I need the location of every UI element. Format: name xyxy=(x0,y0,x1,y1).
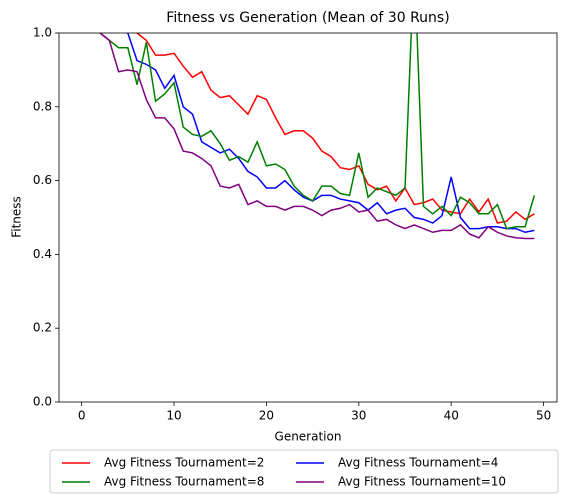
plot-frame xyxy=(58,32,558,403)
plot-lines xyxy=(99,33,536,240)
series-line xyxy=(135,33,535,224)
y-tick-label: 0.0 xyxy=(33,395,52,409)
x-tick-label: 50 xyxy=(536,409,551,423)
x-tick-label: 40 xyxy=(444,409,459,423)
legend-label: Avg Fitness Tournament=10 xyxy=(338,475,506,489)
x-tick-label: 30 xyxy=(351,409,366,423)
series-line xyxy=(125,33,535,234)
y-axis-label: Fitness xyxy=(10,196,24,238)
legend-box xyxy=(49,449,559,494)
y-tick-label: 0.2 xyxy=(33,321,52,335)
x-tick-label: 20 xyxy=(259,409,274,423)
y-tick-label: 0.8 xyxy=(33,99,52,113)
y-tick-label: 0.4 xyxy=(33,247,52,261)
x-axis-label: Generation xyxy=(275,430,342,444)
series-line xyxy=(99,33,535,240)
x-tick-label: 10 xyxy=(166,409,181,423)
y-tick-label: 0.6 xyxy=(33,173,52,187)
legend-label: Avg Fitness Tournament=2 xyxy=(104,456,264,470)
series-line xyxy=(99,33,536,230)
chart-title: Fitness vs Generation (Mean of 30 Runs) xyxy=(166,10,449,26)
y-tick-label: 1.0 xyxy=(33,26,52,40)
legend-label: Avg Fitness Tournament=8 xyxy=(104,475,264,489)
x-tick-label: 0 xyxy=(78,409,86,423)
legend-label: Avg Fitness Tournament=4 xyxy=(338,456,498,470)
